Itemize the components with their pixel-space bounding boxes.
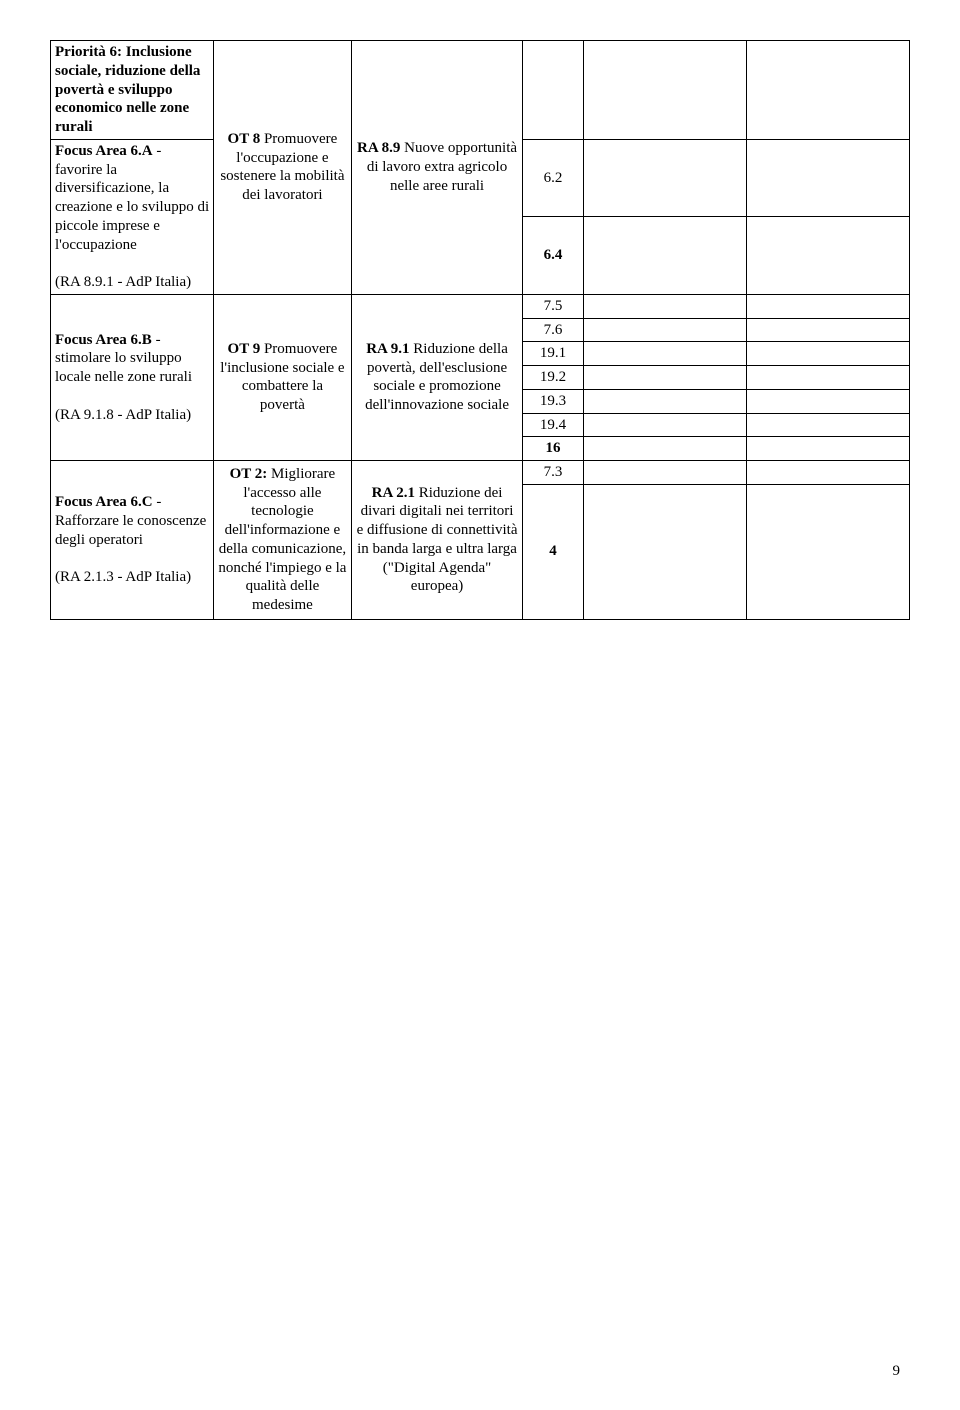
priority6-heading: Priorità 6: Inclusione sociale, riduzion…: [51, 41, 214, 140]
blank-cell: [583, 217, 746, 295]
fa6c-cell: Focus Area 6.C - Rafforzare le conoscenz…: [51, 461, 214, 620]
blank-cell: [583, 294, 746, 318]
ot2-label: OT 2:: [230, 466, 268, 482]
blank-cell: [746, 484, 909, 619]
val-16: 16: [523, 437, 583, 461]
val-7.3: 7.3: [523, 461, 583, 485]
blank-cell: [583, 389, 746, 413]
blank-cell: [746, 139, 909, 217]
val-7.6: 7.6: [523, 318, 583, 342]
blank-cell: [583, 437, 746, 461]
val-4: 4: [523, 484, 583, 619]
blank-cell: [746, 461, 909, 485]
blank-cell: [583, 461, 746, 485]
blank-cell: [746, 294, 909, 318]
fa6a-label: Focus Area 6.A: [55, 143, 153, 159]
priority6-heading-text: Priorità 6: Inclusione sociale, riduzion…: [55, 44, 200, 135]
blank-cell: [583, 342, 746, 366]
val-19.4: 19.4: [523, 413, 583, 437]
ot8-cell: OT 8 Promuovere l'occupazione e sostener…: [214, 41, 351, 295]
ot2-desc: Migliorare l'accesso alle tecnologie del…: [218, 466, 346, 613]
ra91-label: RA 9.1: [366, 341, 409, 357]
blank-cell: [583, 318, 746, 342]
fa6b-ra: (RA 9.1.8 - AdP Italia): [55, 407, 191, 423]
val-19.3: 19.3: [523, 389, 583, 413]
table-row: Focus Area 6.C - Rafforzare le conoscenz…: [51, 461, 910, 485]
ra21-desc: Riduzione dei divari digitali nei territ…: [357, 485, 518, 595]
blank-cell: [523, 41, 583, 140]
fa6b-label: Focus Area 6.B: [55, 332, 152, 348]
ot2-cell: OT 2: Migliorare l'accesso alle tecnolog…: [214, 461, 351, 620]
table-row: Priorità 6: Inclusione sociale, riduzion…: [51, 41, 910, 140]
blank-cell: [583, 484, 746, 619]
page-number: 9: [893, 1363, 901, 1380]
blank-cell: [583, 139, 746, 217]
fa6a-desc: - favorire la diversificazione, la creaz…: [55, 143, 209, 253]
fa6c-label: Focus Area 6.C: [55, 494, 153, 510]
ra21-cell: RA 2.1 Riduzione dei divari digitali nei…: [351, 461, 523, 620]
blank-cell: [746, 413, 909, 437]
ra89-label: RA 8.9: [357, 140, 400, 156]
blank-cell: [746, 342, 909, 366]
val-19.2: 19.2: [523, 366, 583, 390]
blank-cell: [583, 366, 746, 390]
fa6a-ra: (RA 8.9.1 - AdP Italia): [55, 274, 191, 290]
val-19.1: 19.1: [523, 342, 583, 366]
val-6.4: 6.4: [523, 217, 583, 295]
blank-cell: [746, 437, 909, 461]
blank-cell: [746, 318, 909, 342]
ra91-cell: RA 9.1 Riduzione della povertà, dell'esc…: [351, 294, 523, 460]
table-row: Focus Area 6.B - stimolare lo sviluppo l…: [51, 294, 910, 318]
priority-6-table: Priorità 6: Inclusione sociale, riduzion…: [50, 40, 910, 620]
blank-cell: [746, 217, 909, 295]
val-7.5: 7.5: [523, 294, 583, 318]
fa6c-ra: (RA 2.1.3 - AdP Italia): [55, 569, 191, 585]
blank-cell: [746, 366, 909, 390]
ra89-cell: RA 8.9 Nuove opportunità di lavoro extra…: [351, 41, 523, 295]
ot8-label: OT 8: [228, 131, 261, 147]
val-6.2: 6.2: [523, 139, 583, 217]
blank-cell: [583, 41, 746, 140]
blank-cell: [583, 413, 746, 437]
fa6b-cell: Focus Area 6.B - stimolare lo sviluppo l…: [51, 294, 214, 460]
fa6a-cell: Focus Area 6.A - favorire la diversifica…: [51, 139, 214, 294]
ot9-cell: OT 9 Promuovere l'inclusione sociale e c…: [214, 294, 351, 460]
ra21-label: RA 2.1: [372, 485, 415, 501]
ot9-label: OT 9: [228, 341, 261, 357]
blank-cell: [746, 41, 909, 140]
blank-cell: [746, 389, 909, 413]
